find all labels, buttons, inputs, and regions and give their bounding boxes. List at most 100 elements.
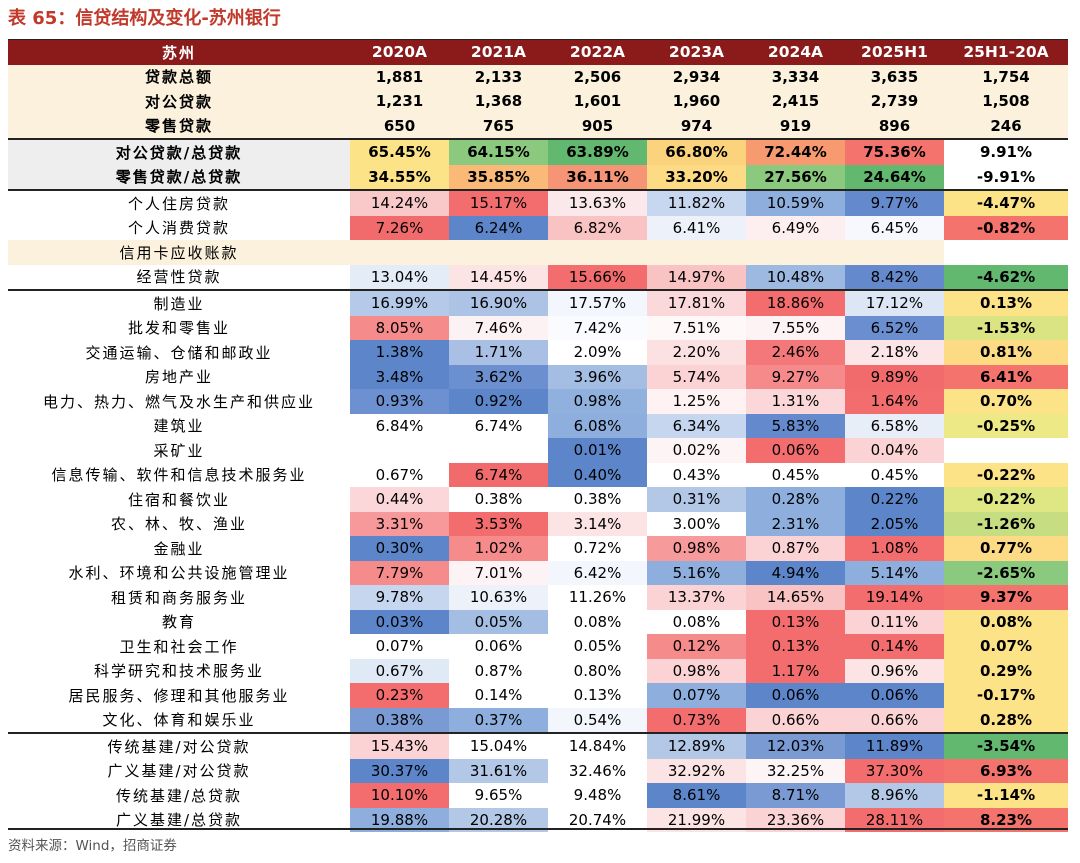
table-cell: 0.96% (845, 658, 944, 683)
table-cell: 6.41% (944, 364, 1068, 389)
table-cell: 0.03% (350, 609, 449, 634)
row-label: 贷款总额 (8, 64, 350, 89)
table-cell: 9.77% (845, 190, 944, 216)
table-cell: 72.44% (746, 139, 845, 165)
table-cell: 31.61% (449, 758, 548, 783)
table-cell: 12.03% (746, 733, 845, 759)
table-cell: 7.51% (647, 315, 746, 340)
table-row: 广义基建/对公贷款 30.37% 31.61% 32.46% 32.92% 32.25% 3… (8, 758, 1068, 783)
header-cell-2025h1: 2025H1 (845, 40, 944, 65)
table-cell: 0.67% (350, 462, 449, 487)
table-cell: 2,934 (647, 64, 746, 89)
table-row: 广义基建/总贷款 19.88% 20.28% 20.74% 21.99% 23.36% 28… (8, 807, 1068, 832)
table-cell: -0.22% (944, 487, 1068, 512)
table-cell: 6.41% (647, 215, 746, 240)
table-cell: 0.06% (449, 634, 548, 659)
table-row: 居民服务、修理和其他服务业 0.23% 0.14% 0.13% 0.07% 0.06% 0.… (8, 683, 1068, 708)
table-cell: 1.02% (449, 536, 548, 561)
table-row: 个人住房贷款 14.24% 15.17% 13.63% 11.82% 10.59% 9.77… (8, 190, 1068, 216)
table-cell: 1.31% (746, 389, 845, 414)
table-cell: 14.84% (548, 733, 647, 759)
table-cell: 17.81% (647, 290, 746, 316)
table-cell: 11.26% (548, 585, 647, 610)
table-cell: 0.07% (944, 634, 1068, 659)
table-cell: 17.12% (845, 290, 944, 316)
header-cell-change: 25H1-20A (944, 40, 1068, 65)
table-cell: 0.05% (548, 634, 647, 659)
table-cell: 5.16% (647, 560, 746, 585)
table-body: 贷款总额 1,881 2,133 2,506 2,934 3,334 3,635 1,754 对… (8, 64, 1068, 832)
row-label: 农、林、牧、渔业 (110, 515, 247, 534)
table-cell: -4.47% (944, 190, 1068, 216)
source-note: 资料来源：Wind，招商证券 (8, 838, 177, 854)
table-cell: 1,754 (944, 64, 1068, 89)
table-cell: 10.59% (746, 190, 845, 216)
table-cell: 0.72% (548, 536, 647, 561)
table-cell: 8.61% (647, 783, 746, 808)
table-cell: 27.56% (746, 164, 845, 191)
table-cell: 0.77% (944, 536, 1068, 561)
table-row: 贷款总额 1,881 2,133 2,506 2,934 3,334 3,635 1,754 (8, 64, 1068, 89)
table-cell: 974 (647, 113, 746, 140)
table-bottom-rule (8, 828, 1068, 830)
row-label: 住宿和餐饮业 (127, 490, 230, 509)
table-cell: 919 (746, 113, 845, 140)
table-cell: 0.92% (449, 389, 548, 414)
table-cell: 6.42% (548, 560, 647, 585)
table-cell: 0.06% (845, 683, 944, 708)
table-cell: 0.08% (647, 609, 746, 634)
table-cell: 0.11% (845, 609, 944, 634)
table-row: 零售贷款/总贷款 34.55% 35.85% 36.11% 33.20% 27.56% 24… (8, 164, 1068, 191)
table-cell: 1,231 (350, 89, 449, 114)
table-row: 住宿和餐饮业 0.44% 0.38% 0.38% 0.31% 0.28% 0.22% -0.2… (8, 487, 1068, 512)
table-cell: 23.36% (746, 807, 845, 832)
row-label: 金融业 (153, 539, 205, 558)
table-cell: 6.58% (845, 413, 944, 438)
table-cell: 6.34% (647, 413, 746, 438)
table-row: 农、林、牧、渔业 3.31% 3.53% 3.14% 3.00% 2.31% 2.05% -1… (8, 511, 1068, 536)
table-cell: 2,739 (845, 89, 944, 114)
table-cell: 6.74% (449, 462, 548, 487)
table-cell: 8.71% (746, 783, 845, 808)
table-row: 制造业 16.99% 16.90% 17.57% 17.81% 18.86% 17.12% 0… (8, 290, 1068, 316)
table-cell: 2,133 (449, 64, 548, 89)
table-row: 零售贷款 650 765 905 974 919 896 246 (8, 113, 1068, 140)
table-cell: 1.71% (449, 340, 548, 365)
table-cell: 34.55% (350, 164, 449, 191)
table-cell: 2.09% (548, 340, 647, 365)
table-cell: 0.67% (350, 658, 449, 683)
table-row: 卫生和社会工作 0.07% 0.06% 0.05% 0.12% 0.13% 0.14% 0.0… (8, 634, 1068, 659)
row-label: 科学研究和技术服务业 (93, 662, 264, 681)
row-label: 建筑业 (153, 417, 205, 436)
table-cell (449, 438, 548, 463)
table-cell: 765 (449, 113, 548, 140)
table-cell: 3.48% (350, 364, 449, 389)
table-cell: 0.45% (845, 462, 944, 487)
table-cell: 9.91% (944, 139, 1068, 165)
table-cell: 0.43% (647, 462, 746, 487)
table-cell: 12.89% (647, 733, 746, 759)
table-cell (944, 240, 1068, 265)
table-cell: 0.05% (449, 609, 548, 634)
row-label: 房地产业 (144, 368, 213, 387)
table-cell: -0.22% (944, 462, 1068, 487)
table-cell: 1.17% (746, 658, 845, 683)
table-cell (350, 438, 449, 463)
row-label: 传统基建/总贷款 (115, 786, 243, 805)
row-label: 教育 (161, 613, 196, 632)
table-caption: 表 65：信贷结构及变化-苏州银行 (8, 8, 281, 29)
row-label: 租赁和商务服务业 (110, 588, 247, 607)
table-cell: 0.23% (350, 683, 449, 708)
table-cell: 1.64% (845, 389, 944, 414)
table-cell: 1,508 (944, 89, 1068, 114)
table-cell: 14.97% (647, 264, 746, 291)
table-cell: 13.63% (548, 190, 647, 216)
table-cell: 896 (845, 113, 944, 140)
table-cell: 7.01% (449, 560, 548, 585)
table-cell: 0.22% (845, 487, 944, 512)
table-row: 建筑业 6.84% 6.74% 6.08% 6.34% 5.83% 6.58% -0.25% (8, 413, 1068, 438)
table-cell: 0.08% (548, 609, 647, 634)
table-cell: 3.62% (449, 364, 548, 389)
row-label: 电力、热力、燃气及水生产和供应业 (42, 392, 315, 411)
table-cell: 0.06% (746, 438, 845, 463)
